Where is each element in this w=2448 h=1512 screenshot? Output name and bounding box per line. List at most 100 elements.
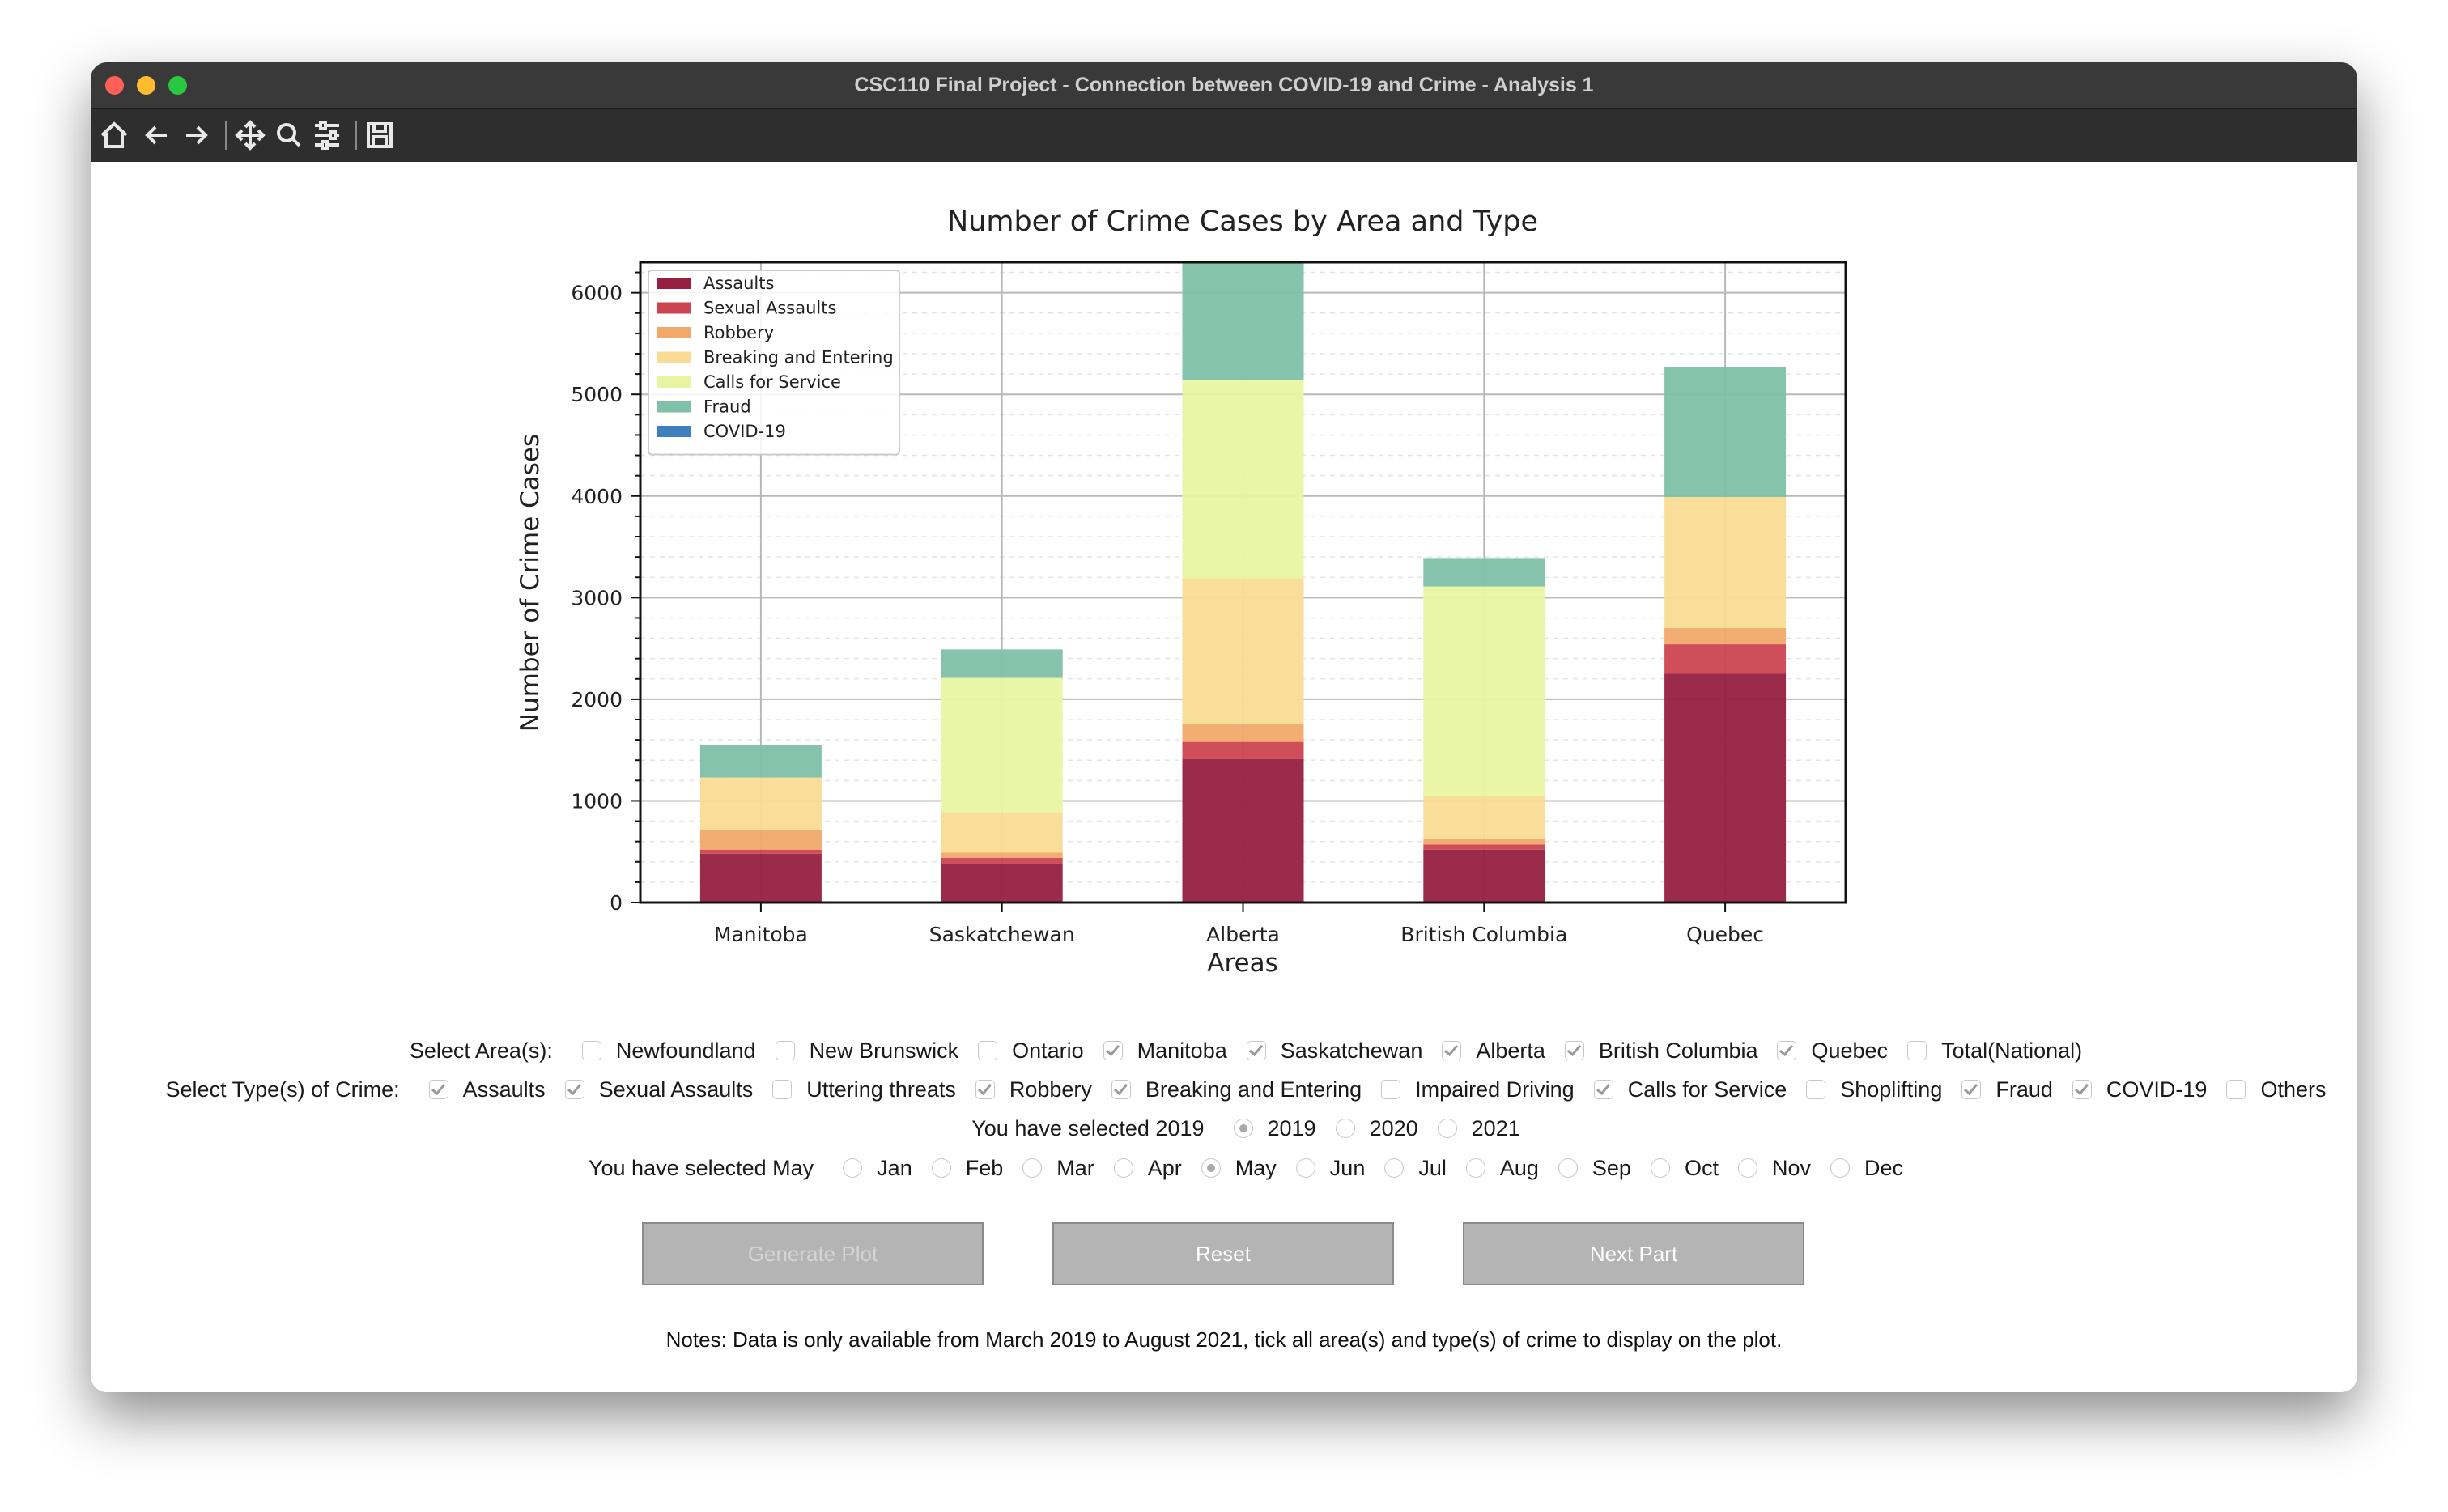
- radio-indicator[interactable]: [1558, 1158, 1578, 1178]
- radio-indicator[interactable]: [1465, 1158, 1485, 1178]
- configure-button[interactable]: [315, 121, 339, 150]
- radio-button[interactable]: Nov: [1737, 1156, 1811, 1181]
- checkbox-indicator[interactable]: [1564, 1041, 1584, 1060]
- radio-indicator[interactable]: [1233, 1119, 1253, 1138]
- checkbox-indicator[interactable]: [428, 1080, 448, 1099]
- radio-indicator[interactable]: [1295, 1158, 1315, 1178]
- radio-button[interactable]: Jun: [1295, 1156, 1365, 1181]
- checkbox[interactable]: Assaults: [428, 1077, 546, 1102]
- checkbox-indicator[interactable]: [1961, 1080, 1982, 1099]
- radio-indicator[interactable]: [1201, 1158, 1221, 1178]
- bar-segment: [1664, 644, 1787, 674]
- checkbox-indicator[interactable]: [1806, 1080, 1826, 1099]
- zoom-rect-button[interactable]: [277, 123, 301, 147]
- forward-button[interactable]: [186, 125, 208, 145]
- radio-indicator[interactable]: [843, 1158, 863, 1178]
- year-row: You have selected 2019 2019 2020 2021: [91, 1114, 2411, 1143]
- checkbox[interactable]: Newfoundland: [581, 1038, 756, 1064]
- checkbox[interactable]: Total(National): [1907, 1038, 2082, 1064]
- checkbox[interactable]: Quebec: [1777, 1038, 1888, 1064]
- radio-button[interactable]: Sep: [1558, 1156, 1631, 1181]
- button[interactable]: Reset: [1052, 1222, 1394, 1285]
- checkbox[interactable]: Breaking and Entering: [1111, 1077, 1362, 1102]
- checkbox-indicator[interactable]: [1777, 1041, 1797, 1060]
- pan-button[interactable]: [235, 120, 266, 151]
- bar-segment: [1423, 849, 1545, 903]
- radio-button[interactable]: 2019: [1233, 1116, 1316, 1141]
- checkbox[interactable]: New Brunswick: [775, 1038, 959, 1064]
- radio-button[interactable]: May: [1201, 1156, 1277, 1181]
- checkbox[interactable]: Alberta: [1442, 1038, 1545, 1064]
- checkbox-indicator[interactable]: [978, 1041, 998, 1060]
- checkbox[interactable]: Calls for Service: [1593, 1077, 1787, 1102]
- checkbox-indicator[interactable]: [775, 1041, 795, 1060]
- option-label: Calls for Service: [1627, 1077, 1787, 1102]
- radio-button[interactable]: Mar: [1022, 1156, 1094, 1181]
- checkbox-indicator[interactable]: [1593, 1080, 1613, 1099]
- radio-indicator[interactable]: [1022, 1158, 1043, 1178]
- option-label: COVID-19: [2106, 1077, 2208, 1102]
- radio-button[interactable]: Oct: [1650, 1155, 1719, 1181]
- legend-box: [648, 270, 900, 456]
- radio-button[interactable]: Jan: [843, 1156, 912, 1181]
- radio-indicator[interactable]: [1113, 1158, 1133, 1178]
- checkbox-indicator[interactable]: [1103, 1041, 1123, 1060]
- checkbox-indicator[interactable]: [2226, 1080, 2246, 1099]
- home-button[interactable]: [100, 121, 128, 148]
- checkbox-indicator[interactable]: [581, 1041, 601, 1060]
- checkbox[interactable]: Sexual Assaults: [564, 1077, 753, 1102]
- areas-row: Select Area(s): Newfoundland New Brunswick…: [91, 1036, 2411, 1065]
- radio-indicator[interactable]: [931, 1158, 951, 1178]
- radio-indicator[interactable]: [1437, 1119, 1457, 1138]
- window-title: CSC110 Final Project - Connection betwee…: [854, 74, 1594, 96]
- checkbox-indicator[interactable]: [1907, 1041, 1927, 1060]
- checkbox-indicator[interactable]: [564, 1080, 584, 1099]
- x-tick-label: Saskatchewan: [929, 923, 1075, 946]
- zoom-button[interactable]: [168, 76, 187, 95]
- radio-indicator[interactable]: [1830, 1158, 1850, 1178]
- radio-button[interactable]: 2020: [1335, 1116, 1418, 1141]
- checkbox[interactable]: Robbery: [975, 1077, 1092, 1102]
- legend-swatch: [657, 426, 691, 437]
- close-button[interactable]: [105, 76, 124, 95]
- checkbox[interactable]: British Columbia: [1564, 1038, 1757, 1064]
- checkbox[interactable]: Impaired Driving: [1381, 1077, 1575, 1102]
- back-button[interactable]: [145, 125, 167, 145]
- radio-indicator[interactable]: [1650, 1158, 1670, 1178]
- radio-button[interactable]: Apr: [1113, 1156, 1182, 1181]
- option-label: Robbery: [1009, 1077, 1092, 1102]
- checkbox[interactable]: Fraud: [1961, 1077, 2053, 1102]
- legend-label: Calls for Service: [703, 372, 841, 392]
- radio-button[interactable]: 2021: [1437, 1116, 1520, 1141]
- checkbox[interactable]: Saskatchewan: [1246, 1038, 1422, 1064]
- checkbox-indicator[interactable]: [1111, 1080, 1131, 1099]
- radio-indicator[interactable]: [1384, 1158, 1405, 1178]
- button[interactable]: Generate Plot: [642, 1222, 984, 1285]
- checkbox[interactable]: Ontario: [978, 1038, 1084, 1064]
- save-button[interactable]: [367, 122, 393, 148]
- checkbox[interactable]: Uttering threats: [772, 1077, 956, 1102]
- minimize-button[interactable]: [137, 76, 155, 95]
- checkbox[interactable]: Manitoba: [1103, 1038, 1227, 1064]
- checkbox-indicator[interactable]: [2072, 1080, 2092, 1099]
- radio-button[interactable]: Dec: [1830, 1156, 1903, 1181]
- radio-button[interactable]: Aug: [1465, 1156, 1539, 1181]
- checkbox-indicator[interactable]: [975, 1080, 995, 1099]
- button[interactable]: Next Part: [1463, 1222, 1804, 1285]
- y-tick-label: 2000: [571, 688, 623, 711]
- radio-button[interactable]: Feb: [931, 1156, 1003, 1181]
- checkbox-indicator[interactable]: [1246, 1041, 1266, 1060]
- option-label: Oct: [1684, 1155, 1719, 1180]
- radio-indicator[interactable]: [1737, 1158, 1757, 1178]
- option-label: New Brunswick: [809, 1038, 959, 1063]
- checkbox-indicator[interactable]: [772, 1080, 793, 1099]
- radio-button[interactable]: Jul: [1384, 1156, 1447, 1181]
- checkbox[interactable]: COVID-19: [2072, 1077, 2208, 1102]
- checkbox[interactable]: Shoplifting: [1806, 1077, 1942, 1102]
- checkbox-indicator[interactable]: [1442, 1041, 1462, 1060]
- radio-indicator[interactable]: [1335, 1119, 1355, 1138]
- checkbox[interactable]: Others: [2226, 1077, 2326, 1102]
- checkbox-indicator[interactable]: [1381, 1080, 1401, 1099]
- bar-segment: [1664, 673, 1787, 903]
- types-row: Select Type(s) of Crime: Assaults Sexual A…: [91, 1075, 2411, 1104]
